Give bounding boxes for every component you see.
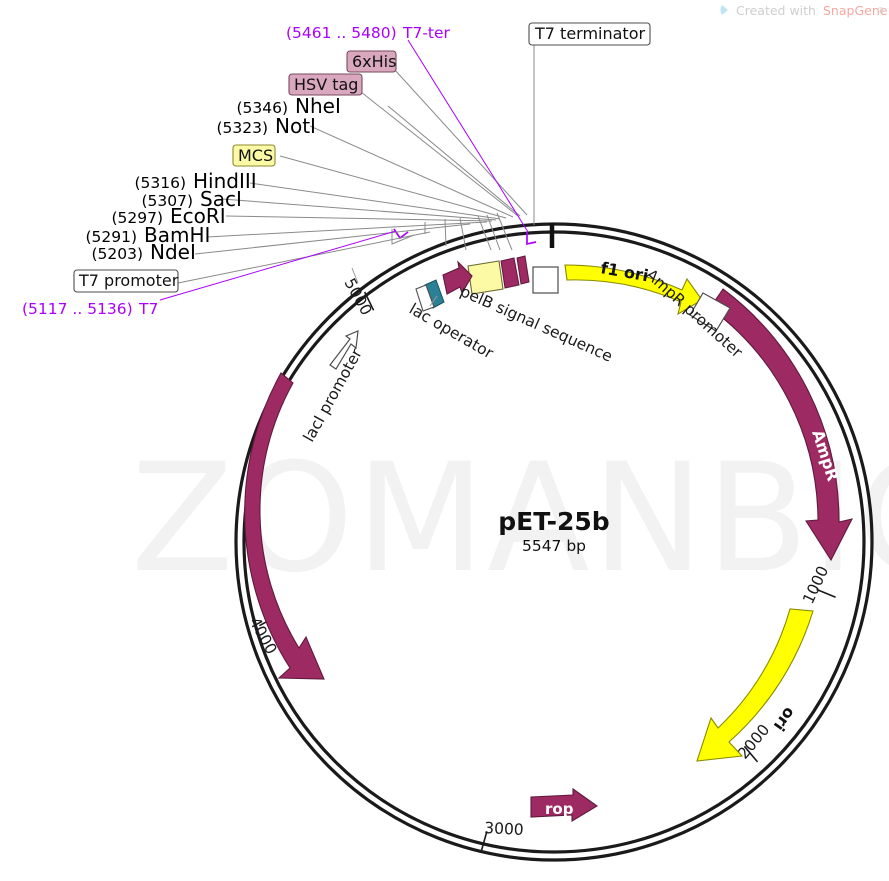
page-title: pET-25b — [498, 507, 609, 536]
callout-label: T7 promoter — [78, 271, 179, 290]
site-position: (5323) — [216, 119, 268, 137]
callout-t7-terminator: T7 terminator — [528, 22, 651, 46]
restriction-site-row: (5346) NheI — [236, 94, 340, 118]
leader-lines-callouts — [159, 39, 535, 301]
feature-t7-terminator-block — [532, 266, 559, 294]
restriction-site-row: (5203) NdeI — [91, 240, 195, 264]
feature-laci-promoter: lacI promoter — [300, 330, 366, 445]
site-enzyme: SacI — [200, 187, 242, 211]
primer-range: (5117 .. 5136) — [22, 300, 133, 318]
feature-rop: rop — [530, 787, 599, 822]
primer-label-t7ter: (5461 .. 5480) T7-ter — [286, 24, 451, 42]
mcs-feature-cluster — [415, 255, 530, 312]
site-position: (5316) — [134, 174, 186, 192]
callout-t7-promoter: T7 promoter — [73, 269, 179, 293]
site-enzyme: NotI — [275, 114, 316, 138]
restriction-site-row: (5307) SacI — [141, 187, 241, 211]
site-enzyme: EcoRI — [170, 204, 226, 228]
feature-label-laci: lacI — [266, 509, 285, 541]
callout-6xhis: 6xHis — [346, 50, 397, 73]
restriction-site-labels: (5346) NheI (5323) NotI (5316) HindIII (… — [85, 94, 340, 264]
site-position: (5346) — [236, 99, 288, 117]
plasmid-size-label: 5547 bp — [522, 537, 586, 555]
site-enzyme: NdeI — [150, 240, 196, 264]
site-position: (5307) — [141, 192, 193, 210]
primer-label-t7: (5117 .. 5136) T7 — [22, 300, 158, 318]
restriction-site-row: (5323) NotI — [216, 114, 315, 138]
callout-hsv-tag: HSV tag — [288, 73, 363, 96]
callout-label: 6xHis — [352, 52, 396, 71]
tick-label-3000: 3000 — [484, 819, 524, 839]
callout-mcs: MCS — [232, 144, 276, 167]
feature-label-laci-promoter: lacI promoter — [300, 345, 366, 445]
callout-label: HSV tag — [294, 75, 358, 94]
site-position: (5297) — [111, 209, 163, 227]
credit-brand: SnapGene — [823, 3, 888, 18]
credit-text: Created with — [736, 3, 816, 18]
snapgene-logo-icon — [720, 5, 728, 15]
primer-name: T7 — [138, 300, 158, 318]
feature-label-rop: rop — [545, 800, 574, 818]
feature-leader-lines-short — [351, 267, 438, 307]
restriction-site-row: (5291) BamHI — [85, 223, 210, 247]
snapgene-credit: Created with SnapGene ® — [720, 3, 888, 18]
primer-labels: (5461 .. 5480) T7-ter (5117 .. 5136) T7 — [22, 24, 451, 318]
site-position: (5203) — [91, 245, 143, 263]
credit-registered-icon: ® — [877, 6, 885, 15]
site-enzyme: BamHI — [144, 223, 210, 247]
feature-label-ori: ori — [770, 704, 800, 735]
callout-label: T7 terminator — [534, 24, 645, 43]
restriction-site-row: (5316) HindIII — [134, 169, 256, 193]
callout-label: MCS — [238, 146, 273, 165]
leader-lines — [177, 105, 521, 284]
feature-laci: lacI — [244, 372, 325, 680]
restriction-site-row: (5297) EcoRI — [111, 204, 225, 228]
primer-name: T7-ter — [402, 24, 451, 42]
site-enzyme: NheI — [295, 94, 341, 118]
primer-range: (5461 .. 5480) — [286, 24, 397, 42]
site-enzyme: HindIII — [193, 169, 257, 193]
site-position: (5291) — [85, 228, 137, 246]
